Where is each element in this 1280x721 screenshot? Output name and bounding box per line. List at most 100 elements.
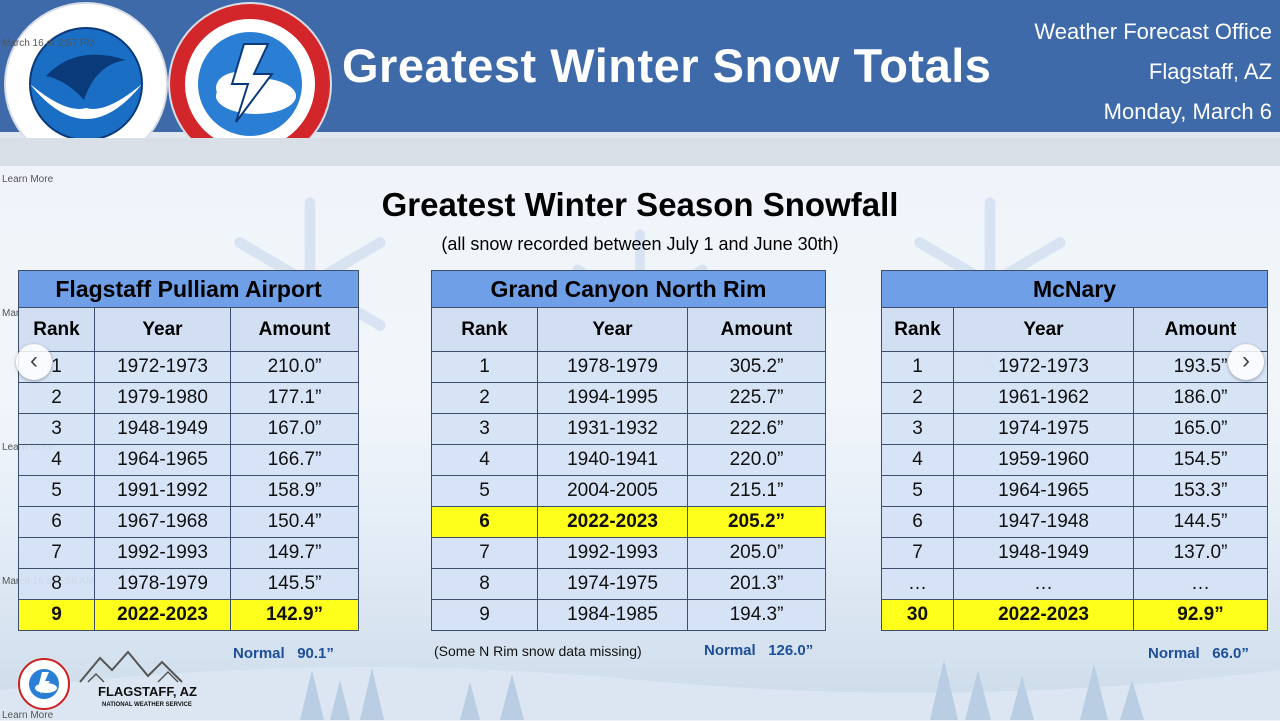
col-header-rank: Rank [881, 307, 954, 352]
col-header-rank: Rank [431, 307, 538, 352]
normal-value: 90.1” [297, 645, 334, 662]
rank-cell: 2 [881, 382, 954, 414]
normal-value: 66.0” [1212, 645, 1249, 662]
table-row: 7 1992-1993 149.7” [18, 537, 359, 569]
table-row: 8 1974-1975 201.3” [431, 568, 827, 600]
amount-cell: 145.5” [230, 568, 359, 600]
amount-cell: 144.5” [1132, 506, 1269, 538]
amount-cell: 210.0” [230, 351, 359, 383]
rank-cell: 7 [881, 537, 954, 569]
year-cell: 1967-1968 [94, 506, 231, 538]
amount-cell: 158.9” [230, 475, 359, 507]
office-location: Flagstaff, AZ [1148, 59, 1272, 84]
year-cell: 1994-1995 [537, 382, 688, 414]
nws-logo [170, 4, 330, 164]
data-note: (Some N Rim snow data missing) [434, 643, 642, 659]
footer-city: FLAGSTAFF, AZ [98, 684, 197, 699]
station-table-north-rim: Grand Canyon North Rim Rank Year Amount … [430, 270, 827, 631]
col-header-year: Year [94, 307, 231, 352]
normal-flagstaff: Normal 90.1” [233, 645, 334, 662]
normal-north-rim: Normal 126.0” [704, 642, 813, 659]
amount-cell: 142.9” [230, 599, 359, 631]
amount-cell: 150.4” [230, 506, 359, 538]
table-row: 2 1961-1962 186.0” [881, 382, 1269, 414]
table-row: 6 1967-1968 150.4” [18, 506, 359, 538]
table-row: 7 1992-1993 205.0” [431, 537, 827, 569]
table-row: 2 1979-1980 177.1” [18, 382, 359, 414]
amount-cell: 137.0” [1132, 537, 1269, 569]
amount-cell: 167.0” [230, 413, 359, 445]
station-name: McNary [880, 270, 1269, 308]
normal-label: Normal [704, 642, 756, 659]
rank-cell: … [881, 568, 954, 600]
amount-cell: 220.0” [686, 444, 827, 476]
col-header-year: Year [537, 307, 688, 352]
year-cell: 1964-1965 [94, 444, 231, 476]
year-cell: 1991-1992 [94, 475, 231, 507]
table-row: 9 1984-1985 194.3” [431, 599, 827, 631]
table-row: 5 1991-1992 158.9” [18, 475, 359, 507]
normal-value: 126.0” [768, 642, 814, 659]
amount-cell: 201.3” [686, 568, 827, 600]
learn-more-link[interactable]: Learn More [2, 174, 54, 185]
table-row: 3 1931-1932 222.6” [431, 413, 827, 445]
table-row: 6 1947-1948 144.5” [881, 506, 1269, 538]
year-cell: 1947-1948 [953, 506, 1134, 538]
table-row: 4 1964-1965 166.7” [18, 444, 359, 476]
table-row: 8 1978-1979 145.5” [18, 568, 359, 600]
year-cell: 1978-1979 [94, 568, 231, 600]
banner-title: Greatest Winter Snow Totals [342, 39, 992, 92]
table-row: 7 1948-1949 137.0” [881, 537, 1269, 569]
rank-cell: 9 [18, 599, 95, 631]
rank-cell: 3 [431, 413, 538, 445]
amount-cell: 205.2” [686, 506, 827, 538]
nws-mini-logo [18, 658, 70, 710]
rank-cell: 5 [881, 475, 954, 507]
rank-cell: 9 [431, 599, 538, 631]
amount-cell: 205.0” [686, 537, 827, 569]
carousel-prev-button[interactable]: ‹ [16, 344, 52, 380]
normal-mcnary: Normal 66.0” [1148, 645, 1249, 662]
year-cell: 1961-1962 [953, 382, 1134, 414]
rank-cell: 6 [431, 506, 538, 538]
table-row: 3 1948-1949 167.0” [18, 413, 359, 445]
office-info: Weather Forecast Office Flagstaff, AZ Mo… [1034, 12, 1272, 132]
year-cell: 1940-1941 [537, 444, 688, 476]
rank-cell: 4 [18, 444, 95, 476]
chevron-right-icon: › [1242, 347, 1250, 374]
office-date: Monday, March 6 [1103, 99, 1272, 124]
carousel-next-button[interactable]: › [1228, 344, 1264, 380]
col-header-amount: Amount [686, 307, 827, 352]
amount-cell: 225.7” [686, 382, 827, 414]
station-name: Grand Canyon North Rim [430, 270, 827, 308]
station-table-flagstaff: Flagstaff Pulliam Airport Rank Year Amou… [18, 270, 359, 631]
rank-cell: 8 [431, 568, 538, 600]
noaa-logo [6, 4, 166, 164]
normal-label: Normal [1148, 645, 1200, 662]
main-subtitle: (all snow recorded between July 1 and Ju… [441, 234, 839, 254]
year-cell: 1948-1949 [953, 537, 1134, 569]
year-cell: 1978-1979 [537, 351, 688, 383]
amount-cell: 153.3” [1132, 475, 1269, 507]
amount-cell: 149.7” [230, 537, 359, 569]
rank-cell: 6 [881, 506, 954, 538]
year-cell: 2022-2023 [94, 599, 231, 631]
year-cell: 1964-1965 [953, 475, 1134, 507]
trees-decoration [0, 660, 1280, 720]
year-cell: … [953, 568, 1134, 600]
learn-more-link[interactable]: Learn More [2, 710, 54, 721]
table-row: 1 1972-1973 193.5” [881, 351, 1269, 383]
rank-cell: 8 [18, 568, 95, 600]
year-cell: 2004-2005 [537, 475, 688, 507]
year-cell: 1931-1932 [537, 413, 688, 445]
col-header-year: Year [953, 307, 1134, 352]
year-cell: 1974-1975 [537, 568, 688, 600]
table-row: 2 1994-1995 225.7” [431, 382, 827, 414]
rank-cell: 1 [431, 351, 538, 383]
normal-label: Normal [233, 645, 285, 662]
rank-cell: 2 [431, 382, 538, 414]
amount-cell: 305.2” [686, 351, 827, 383]
highlighted-row: 6 2022-2023 205.2” [431, 506, 827, 538]
rank-cell: 1 [881, 351, 954, 383]
amount-cell: 177.1” [230, 382, 359, 414]
